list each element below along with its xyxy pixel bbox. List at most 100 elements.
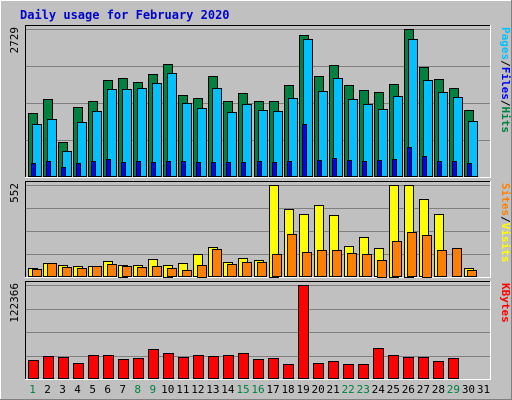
day-label: 15 (236, 383, 249, 396)
bar-pages-day-19 (302, 124, 307, 177)
bar-pages-day-2 (46, 161, 51, 177)
ymax-label: 122366 (8, 283, 21, 323)
bar-pages-day-7 (121, 162, 126, 177)
legend-entry: / (499, 100, 512, 107)
day-label: 9 (149, 383, 156, 396)
bar-kbytes-day-23 (358, 364, 369, 379)
bar-files-day-3 (62, 151, 72, 177)
bar-kbytes-day-1 (28, 360, 39, 379)
legend: KBytes (499, 283, 512, 323)
bar-files-day-23 (363, 104, 373, 177)
day-label: 28 (432, 383, 445, 396)
bar-files-day-4 (77, 122, 87, 177)
bar-files-day-8 (137, 88, 147, 177)
legend-entry: KBytes (499, 283, 512, 323)
bar-pages-day-6 (106, 159, 111, 177)
series-sites (32, 232, 477, 278)
bar-sites-day-4 (77, 268, 87, 277)
day-label: 23 (357, 383, 370, 396)
bar-kbytes-day-5 (88, 355, 99, 379)
bar-kbytes-day-6 (103, 355, 114, 379)
bar-sites-day-3 (62, 267, 72, 277)
bar-visits-day-17 (269, 185, 279, 278)
day-label: 18 (281, 383, 294, 396)
bar-kbytes-day-3 (58, 357, 69, 379)
bar-pages-day-5 (91, 161, 96, 177)
day-label: 24 (372, 383, 386, 396)
bar-files-day-28 (438, 92, 448, 177)
legend-entry: Sites (499, 183, 512, 216)
day-label: 11 (176, 383, 189, 396)
bar-sites-day-24 (377, 260, 387, 278)
bar-kbytes-day-29 (448, 358, 459, 379)
legend-entry: Pages (499, 27, 512, 60)
bar-sites-day-25 (392, 241, 402, 277)
series-kbytes (28, 285, 459, 379)
bar-kbytes-day-13 (208, 356, 219, 379)
bar-kbytes-day-10 (163, 353, 174, 379)
bar-kbytes-day-2 (43, 356, 54, 379)
ymax-label: 2729 (8, 27, 21, 54)
bar-files-day-6 (107, 89, 117, 177)
bar-files-day-24 (378, 109, 388, 177)
bar-visits-day-25 (389, 185, 399, 278)
day-label: 13 (206, 383, 219, 396)
day-label: 14 (221, 383, 235, 396)
bar-sites-day-19 (302, 252, 312, 277)
bar-sites-day-8 (137, 267, 147, 277)
bar-files-day-19 (303, 39, 313, 177)
bar-files-day-14 (227, 112, 237, 177)
day-label: 12 (191, 383, 204, 396)
bar-pages-day-11 (181, 161, 186, 177)
day-label: 6 (104, 383, 111, 396)
day-label: 2 (44, 383, 51, 396)
bar-files-day-16 (258, 110, 268, 177)
bar-sites-day-18 (287, 234, 297, 277)
bar-pages-day-22 (347, 160, 352, 177)
bar-sites-day-20 (317, 250, 327, 277)
bar-files-day-11 (182, 103, 192, 177)
legend: Pages/Files/Hits (499, 27, 512, 133)
bar-pages-day-18 (287, 161, 292, 177)
bar-sites-day-28 (437, 250, 447, 277)
bar-files-day-27 (423, 80, 433, 177)
bar-kbytes-day-26 (403, 357, 414, 379)
bar-pages-day-23 (362, 161, 367, 177)
day-label: 29 (447, 383, 460, 396)
bar-files-day-26 (408, 39, 418, 177)
bar-files-day-20 (318, 91, 328, 177)
day-label: 20 (312, 383, 325, 396)
bar-kbytes-day-22 (343, 364, 354, 379)
bar-files-day-9 (152, 83, 162, 177)
legend-entry: / (499, 216, 512, 223)
bar-sites-day-7 (122, 266, 132, 277)
bar-sites-day-27 (422, 235, 432, 278)
bar-pages-day-17 (272, 162, 277, 177)
bar-files-day-29 (453, 97, 463, 177)
bar-kbytes-day-9 (148, 349, 159, 379)
bar-kbytes-day-17 (268, 358, 279, 379)
bar-kbytes-day-25 (388, 355, 399, 379)
legend-entry: Files (499, 67, 512, 100)
day-label: 22 (342, 383, 355, 396)
bar-kbytes-day-19 (298, 285, 309, 379)
bar-pages-day-13 (211, 162, 216, 177)
day-label: 25 (387, 383, 400, 396)
bar-sites-day-12 (197, 265, 207, 278)
bar-files-day-22 (348, 99, 358, 177)
bar-files-day-30 (468, 121, 478, 177)
day-label: 19 (296, 383, 309, 396)
bar-kbytes-day-16 (253, 359, 264, 379)
bar-kbytes-day-28 (433, 361, 444, 379)
bar-pages-day-9 (151, 162, 156, 177)
bar-kbytes-day-7 (118, 359, 129, 379)
bar-pages-day-8 (136, 161, 141, 177)
bar-files-day-21 (333, 78, 343, 177)
bar-pages-day-28 (437, 161, 442, 177)
bar-sites-day-22 (347, 253, 357, 277)
bar-files-day-7 (122, 89, 132, 177)
bar-kbytes-day-14 (223, 355, 234, 379)
day-label: 17 (266, 383, 279, 396)
day-label: 31 (477, 383, 490, 396)
bar-sites-day-21 (332, 250, 342, 277)
